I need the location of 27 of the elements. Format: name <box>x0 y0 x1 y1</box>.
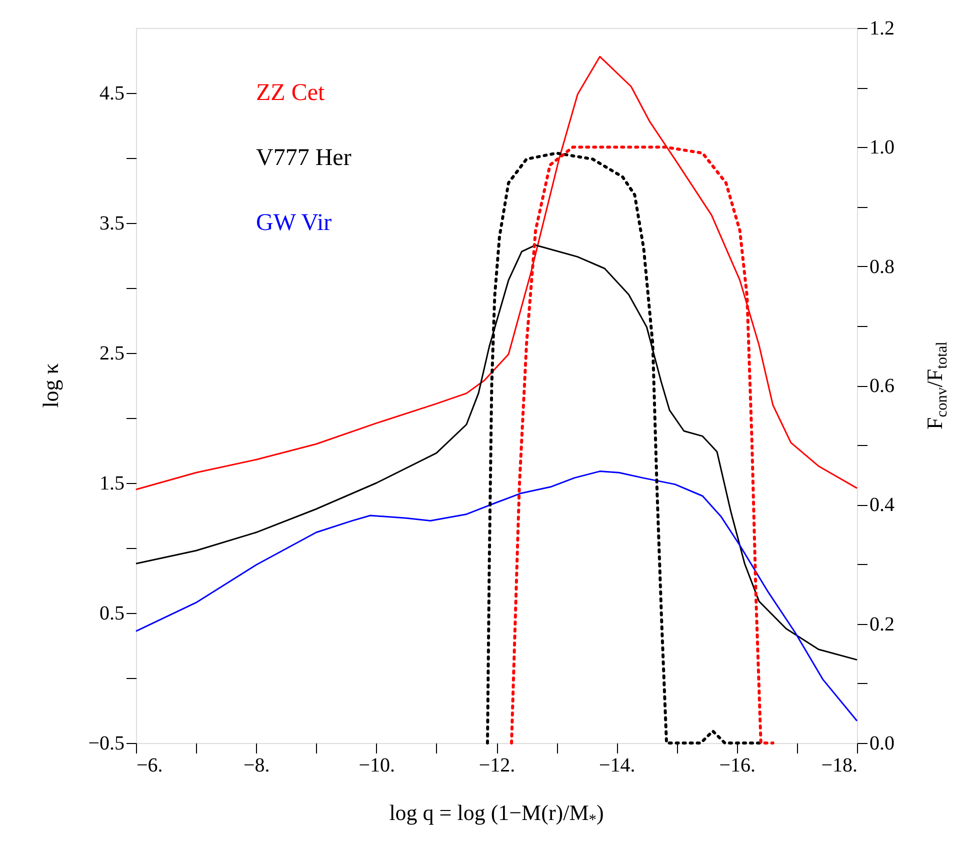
x-tick-label: −16. <box>719 754 756 776</box>
x-tick-label: −14. <box>599 754 636 776</box>
y2-tick-label: 0.4 <box>870 494 894 516</box>
y-tick-label: 3.5 <box>100 212 124 234</box>
y2-tick-label: 0.8 <box>870 256 894 278</box>
y-tick-label: 2.5 <box>100 342 124 364</box>
y-tick-label: −0.5 <box>88 732 124 754</box>
x-axis-title: log q = log (1−M(r)/M*) <box>389 800 604 829</box>
text: V777 Her <box>256 145 352 171</box>
y-axis-title: log κ <box>38 363 63 408</box>
y2-tick-label: 0.6 <box>870 375 894 397</box>
y2-axis-title: Fconv/Ftotal <box>922 342 951 430</box>
x-tick-label: −6. <box>136 754 163 776</box>
text: ZZ Cet <box>256 80 325 106</box>
y-tick-label: 1.5 <box>100 472 124 494</box>
y2-tick-label: 0.2 <box>870 613 894 636</box>
text: GW Vir <box>256 210 332 236</box>
y2-tick-label: 0.0 <box>870 732 894 754</box>
y2-tick-label: 1.0 <box>870 136 894 159</box>
x-tick-label: −12. <box>478 754 516 776</box>
line-series <box>135 470 858 722</box>
x-tick-label: −18. <box>821 754 858 776</box>
y2-tick-label: 1.2 <box>870 18 894 40</box>
x-tick-label: −10. <box>358 754 395 776</box>
y-tick-label: 4.5 <box>100 82 124 104</box>
x-tick-label: −8. <box>244 754 270 776</box>
y-tick-label: 0.5 <box>100 602 124 624</box>
